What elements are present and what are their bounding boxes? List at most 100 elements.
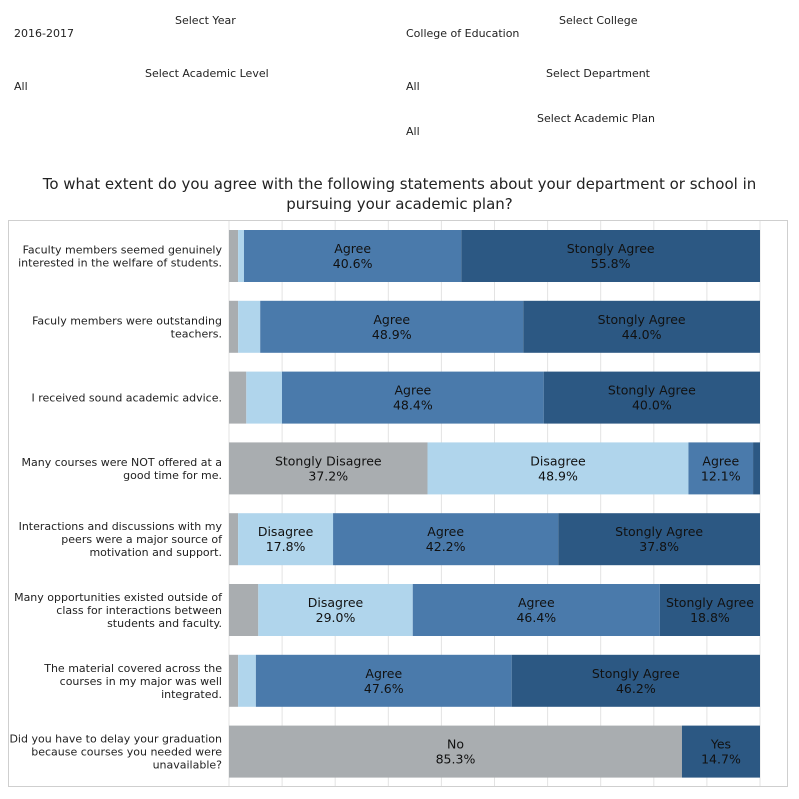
bar-segment-stongly-agree[interactable] bbox=[511, 654, 760, 707]
filter-year-label: Select Year bbox=[175, 14, 236, 27]
row-category-label: integrated. bbox=[161, 688, 222, 701]
segment-value-label: 17.8% bbox=[266, 539, 306, 554]
filter-academic-level-value[interactable]: All bbox=[14, 80, 28, 93]
bar-segment-disagree[interactable] bbox=[238, 230, 244, 282]
segment-value-label: 14.7% bbox=[701, 752, 741, 767]
segment-category-label: Stongly Agree bbox=[608, 383, 696, 398]
segment-category-label: Agree bbox=[427, 524, 464, 539]
segment-value-label: 12.1% bbox=[701, 468, 741, 483]
bar-segment-agree[interactable] bbox=[333, 513, 559, 566]
row-category-label: interested in the welfare of students. bbox=[18, 257, 222, 270]
filter-college-value[interactable]: College of Education bbox=[406, 27, 520, 40]
segment-category-label: Agree bbox=[394, 383, 431, 398]
bar-segment-disagree[interactable] bbox=[238, 300, 261, 353]
row-category-label: good time for me. bbox=[123, 469, 222, 482]
bar-segment-stongly-agree[interactable] bbox=[558, 513, 760, 566]
row-category-label: Interactions and discussions with my bbox=[19, 520, 223, 533]
filter-department-value[interactable]: All bbox=[406, 80, 420, 93]
bar-segment-stongly-disagree[interactable] bbox=[229, 300, 239, 353]
bar-segment-agree[interactable] bbox=[688, 442, 754, 495]
row-category-label: unavailable? bbox=[153, 759, 223, 772]
row-category-label: teachers. bbox=[171, 327, 222, 340]
segment-value-label: 40.0% bbox=[632, 398, 672, 413]
bar-segment-stongly-disagree[interactable] bbox=[229, 513, 239, 566]
bar-segment-stongly-agree[interactable] bbox=[753, 442, 760, 495]
segment-category-label: Stongly Disagree bbox=[275, 453, 382, 468]
segment-category-label: Stongly Agree bbox=[615, 524, 703, 539]
filter-department-label: Select Department bbox=[546, 67, 650, 80]
segment-category-label: Stongly Agree bbox=[666, 595, 754, 610]
filter-college-label: Select College bbox=[559, 14, 638, 27]
segment-value-label: 37.2% bbox=[308, 468, 348, 483]
bar-segment-disagree[interactable] bbox=[238, 513, 334, 566]
row-category-label: students and faculty. bbox=[107, 617, 222, 630]
segment-value-label: 44.0% bbox=[622, 327, 662, 342]
segment-category-label: Agree bbox=[365, 666, 402, 681]
bar-segment-agree[interactable] bbox=[260, 300, 524, 353]
segment-value-label: 40.6% bbox=[333, 256, 373, 271]
row-category-label: Faculty members seemed genuinely bbox=[23, 244, 223, 257]
bar-segment-agree[interactable] bbox=[255, 654, 512, 707]
filter-academic-plan-value[interactable]: All bbox=[406, 125, 420, 138]
chart-bottom-rule bbox=[8, 786, 788, 787]
filter-academic-level-label: Select Academic Level bbox=[145, 67, 269, 80]
segment-value-label: 85.3% bbox=[436, 752, 476, 767]
row-labels: Faculty members seemed genuinelyinterest… bbox=[9, 244, 223, 772]
chart-panel bbox=[8, 220, 788, 787]
segment-category-label: Agree bbox=[518, 595, 555, 610]
segment-category-label: Stongly Agree bbox=[592, 666, 680, 681]
bar-segment-no[interactable] bbox=[229, 725, 682, 778]
segment-value-label: 48.4% bbox=[393, 398, 433, 413]
segment-value-label: 46.4% bbox=[516, 610, 556, 625]
segment-value-label: 37.8% bbox=[639, 539, 679, 554]
bar-segment-stongly-agree[interactable] bbox=[461, 230, 760, 282]
segment-category-label: Agree bbox=[334, 241, 371, 256]
row-category-label: motivation and support. bbox=[89, 546, 222, 559]
filter-year-value[interactable]: 2016-2017 bbox=[14, 27, 74, 40]
segment-value-label: 48.9% bbox=[538, 468, 578, 483]
row-category-label: Many opportunities existed outside of bbox=[14, 591, 223, 604]
chart-title-line-2: pursuing your academic plan? bbox=[286, 195, 513, 213]
row-category-label: The material covered across the bbox=[43, 662, 222, 675]
bar-segment-agree[interactable] bbox=[281, 371, 544, 424]
segment-value-label: 18.8% bbox=[690, 610, 730, 625]
segment-value-label: 46.2% bbox=[616, 681, 656, 696]
bar-segment-stongly-agree[interactable] bbox=[659, 584, 760, 636]
bar-segment-yes[interactable] bbox=[681, 725, 760, 778]
row-category-label: Many courses were NOT offered at a bbox=[21, 456, 222, 469]
segment-category-label: Stongly Agree bbox=[567, 241, 655, 256]
segment-category-label: Disagree bbox=[308, 595, 364, 610]
segment-category-label: Stongly Agree bbox=[598, 312, 686, 327]
bar-segment-stongly-disagree[interactable] bbox=[229, 230, 239, 282]
bar-segment-stongly-disagree[interactable] bbox=[229, 654, 239, 707]
bar-segment-stongly-disagree[interactable] bbox=[229, 442, 428, 495]
row-category-label: courses in my major was well bbox=[60, 675, 222, 688]
bar-segment-stongly-disagree[interactable] bbox=[229, 371, 247, 424]
bar-segment-stongly-agree[interactable] bbox=[523, 300, 760, 353]
segment-category-label: Disagree bbox=[530, 453, 586, 468]
segment-value-label: 29.0% bbox=[316, 610, 356, 625]
bar-segment-agree[interactable] bbox=[412, 584, 660, 636]
bar-segment-agree[interactable] bbox=[243, 230, 462, 282]
segment-category-label: Yes bbox=[710, 737, 731, 752]
bar-segment-stongly-disagree[interactable] bbox=[229, 584, 259, 636]
segment-value-label: 48.9% bbox=[372, 327, 412, 342]
bar-segment-disagree[interactable] bbox=[246, 371, 282, 424]
row-category-label: I received sound academic advice. bbox=[32, 392, 223, 405]
bar-segment-disagree[interactable] bbox=[427, 442, 689, 495]
row-category-label: peers were a major source of bbox=[61, 533, 223, 546]
segment-category-label: Disagree bbox=[258, 524, 314, 539]
row-category-label: Faculy members were outstanding bbox=[32, 314, 222, 327]
bar-segment-stongly-agree[interactable] bbox=[543, 371, 760, 424]
bar-segment-disagree[interactable] bbox=[238, 654, 256, 707]
segment-category-label: Agree bbox=[702, 453, 739, 468]
chart-title-line-1: To what extent do you agree with the fol… bbox=[42, 175, 757, 193]
row-category-label: Did you have to delay your graduation bbox=[9, 733, 222, 746]
row-category-label: class for interactions between bbox=[56, 604, 222, 617]
bar-segment-disagree[interactable] bbox=[258, 584, 413, 636]
row-category-label: because courses you needed were bbox=[31, 746, 222, 759]
segment-category-label: No bbox=[447, 737, 464, 752]
segment-category-label: Agree bbox=[373, 312, 410, 327]
